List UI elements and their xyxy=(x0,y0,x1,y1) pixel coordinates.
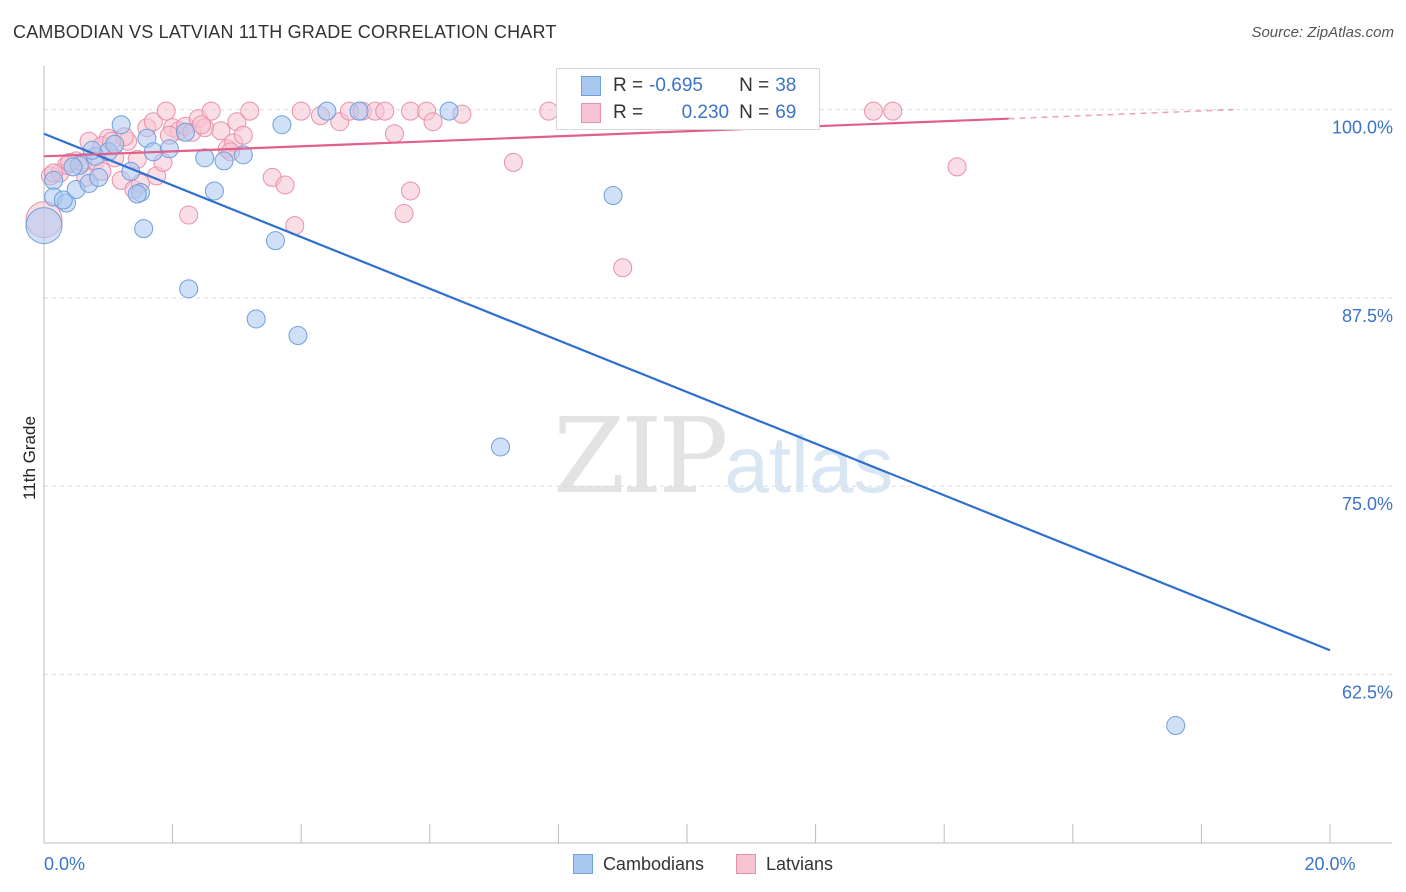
axes xyxy=(43,66,1392,844)
cambodian-point xyxy=(603,185,623,205)
legend-label: Cambodians xyxy=(602,853,704,874)
cambodian-point xyxy=(214,151,234,171)
cambodian-point xyxy=(44,170,64,190)
latvian-point xyxy=(613,258,633,278)
cambodian-point xyxy=(288,326,308,346)
grid-lines xyxy=(44,109,1392,675)
y-tick-label: 87.5% xyxy=(1342,306,1393,326)
legend-item-latvians: Latvians xyxy=(736,854,833,875)
legend-item-cambodians: Cambodians xyxy=(572,853,704,875)
cambodian-point xyxy=(439,101,459,121)
legend-row-latvians: R = 0.230 N = 69 xyxy=(581,101,796,125)
watermark-zip: ZIP xyxy=(553,395,728,517)
latvian-point xyxy=(192,115,212,135)
cambodian-point xyxy=(111,115,131,135)
latvian-point xyxy=(291,101,311,121)
cambodian-point xyxy=(195,148,215,168)
latvian-point xyxy=(423,112,443,132)
x-tick-label: 20.0% xyxy=(1304,854,1355,874)
legend-n-label: N = xyxy=(739,102,770,123)
cambodian-point xyxy=(204,181,224,201)
latvian-point xyxy=(201,101,221,121)
cambodian-point xyxy=(246,309,266,329)
latvian-point xyxy=(233,125,253,145)
latvian-point xyxy=(211,121,231,141)
latvian-swatch-icon xyxy=(736,854,756,874)
cambodian-point xyxy=(25,207,63,245)
cambodian-point xyxy=(134,219,154,239)
cambodian-point xyxy=(175,122,195,142)
correlation-legend: R = -0.695 N = 38 R = 0.230 N = 69 xyxy=(556,68,820,130)
cambodian-point xyxy=(349,101,369,121)
cambodian-point xyxy=(265,231,285,251)
chart-title: CAMBODIAN VS LATVIAN 11TH GRADE CORRELAT… xyxy=(13,22,557,42)
y-tick-label: 75.0% xyxy=(1342,494,1393,514)
latvian-series xyxy=(25,101,967,278)
x-tick-label: 0.0% xyxy=(44,854,85,874)
latvian-trend-extension xyxy=(1008,108,1234,120)
source-label: Source: ZipAtlas.com xyxy=(1251,24,1394,41)
latvian-point xyxy=(384,124,404,144)
cambodian-point xyxy=(63,157,83,177)
cambodian-trend-line xyxy=(43,132,1331,652)
cambodian-point xyxy=(127,184,147,204)
legend-n-label: N = xyxy=(739,75,770,96)
trend-lines xyxy=(43,108,1331,652)
cambodian-point xyxy=(491,437,511,457)
latvian-point xyxy=(375,101,395,121)
legend-n-value: 38 xyxy=(775,75,797,96)
cambodian-point xyxy=(272,115,292,135)
legend-row-cambodians: R = -0.695 N = 38 xyxy=(581,74,796,98)
legend-r-label: R = xyxy=(613,75,644,96)
latvian-point xyxy=(179,205,199,225)
legend-label: Latvians xyxy=(766,853,834,874)
latvian-point xyxy=(394,204,414,224)
latvian-point xyxy=(503,152,523,172)
latvian-swatch-icon xyxy=(581,103,601,123)
legend-r-value: -0.695 xyxy=(649,75,703,96)
cambodian-point xyxy=(233,145,253,165)
cambodian-point xyxy=(317,101,337,121)
cambodian-point xyxy=(53,190,73,210)
latvian-point xyxy=(143,112,163,132)
latvian-point xyxy=(401,181,421,201)
latvian-point xyxy=(156,101,176,121)
latvian-point xyxy=(947,157,967,177)
y-tick-label: 62.5% xyxy=(1342,682,1393,702)
series-legend: Cambodians Latvians xyxy=(0,852,1406,876)
latvian-point xyxy=(275,175,295,195)
cambodian-point xyxy=(105,134,125,154)
tick-labels: 100.0% 87.5% 75.0% 62.5% 0.0% 20.0% xyxy=(44,118,1393,874)
cambodian-swatch-icon xyxy=(572,854,593,874)
latvian-trend-line xyxy=(43,117,1009,158)
latvian-point xyxy=(863,101,883,121)
latvian-point xyxy=(883,101,903,121)
cambodian-point xyxy=(159,139,179,159)
y-tick-label: 100.0% xyxy=(1332,118,1393,138)
cambodian-point xyxy=(89,167,109,187)
legend-r-value: 0.230 xyxy=(681,102,730,123)
cambodian-point xyxy=(179,279,199,299)
latvian-point xyxy=(401,101,421,121)
legend-n-value: 69 xyxy=(775,102,797,123)
latvian-point xyxy=(240,101,260,121)
cambodian-swatch-icon xyxy=(581,76,601,96)
legend-r-label: R = xyxy=(613,102,644,123)
cambodian-point xyxy=(1166,716,1186,736)
